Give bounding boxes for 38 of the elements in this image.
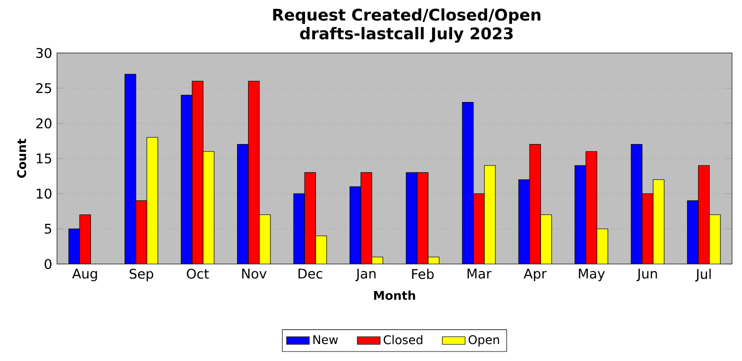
x-tick-label: Sep bbox=[130, 268, 154, 282]
bar bbox=[462, 102, 474, 264]
bar bbox=[406, 172, 418, 264]
y-tick-label: 20 bbox=[36, 118, 52, 128]
x-tick-label: May bbox=[578, 268, 605, 282]
y-tick-label: 25 bbox=[36, 83, 52, 94]
bar bbox=[180, 94, 192, 264]
x-tick-label: Dec bbox=[298, 268, 322, 279]
chart-subtitle: drafts-lastcall July 2023 bbox=[300, 27, 513, 43]
chart-title: Request Created/Closed/Open bbox=[273, 8, 540, 24]
y-tick-label: 5 bbox=[44, 224, 52, 234]
y-axis-title: Count bbox=[17, 138, 26, 178]
x-tick-label: Feb bbox=[412, 268, 434, 280]
legend-label: New bbox=[313, 335, 338, 344]
legend-label: Open bbox=[468, 335, 500, 347]
y-tick-label: 15 bbox=[36, 154, 52, 164]
legend-label: Closed bbox=[384, 335, 422, 344]
y-tick-label: 30 bbox=[36, 48, 52, 58]
x-tick-label: Jan bbox=[355, 268, 376, 282]
bar bbox=[68, 228, 80, 264]
bar bbox=[350, 186, 362, 264]
y-tick-label: 0 bbox=[44, 258, 52, 270]
x-tick-label: Apr bbox=[524, 268, 547, 282]
x-tick-label: Oct bbox=[186, 268, 209, 279]
x-tick-label: Aug bbox=[72, 268, 97, 282]
bar bbox=[293, 193, 305, 264]
bar bbox=[518, 179, 530, 264]
x-tick-label: Jun bbox=[636, 268, 657, 282]
y-tick-label: 10 bbox=[36, 188, 52, 199]
x-tick-label: Mar bbox=[468, 268, 492, 279]
x-tick-label: Jul bbox=[695, 268, 711, 282]
bar bbox=[237, 144, 249, 264]
bar bbox=[630, 144, 642, 264]
bar bbox=[574, 165, 586, 264]
x-tick-label: Nov bbox=[242, 268, 267, 279]
bar bbox=[687, 200, 699, 264]
x-axis-title: Month bbox=[374, 290, 416, 300]
bar bbox=[124, 74, 136, 264]
